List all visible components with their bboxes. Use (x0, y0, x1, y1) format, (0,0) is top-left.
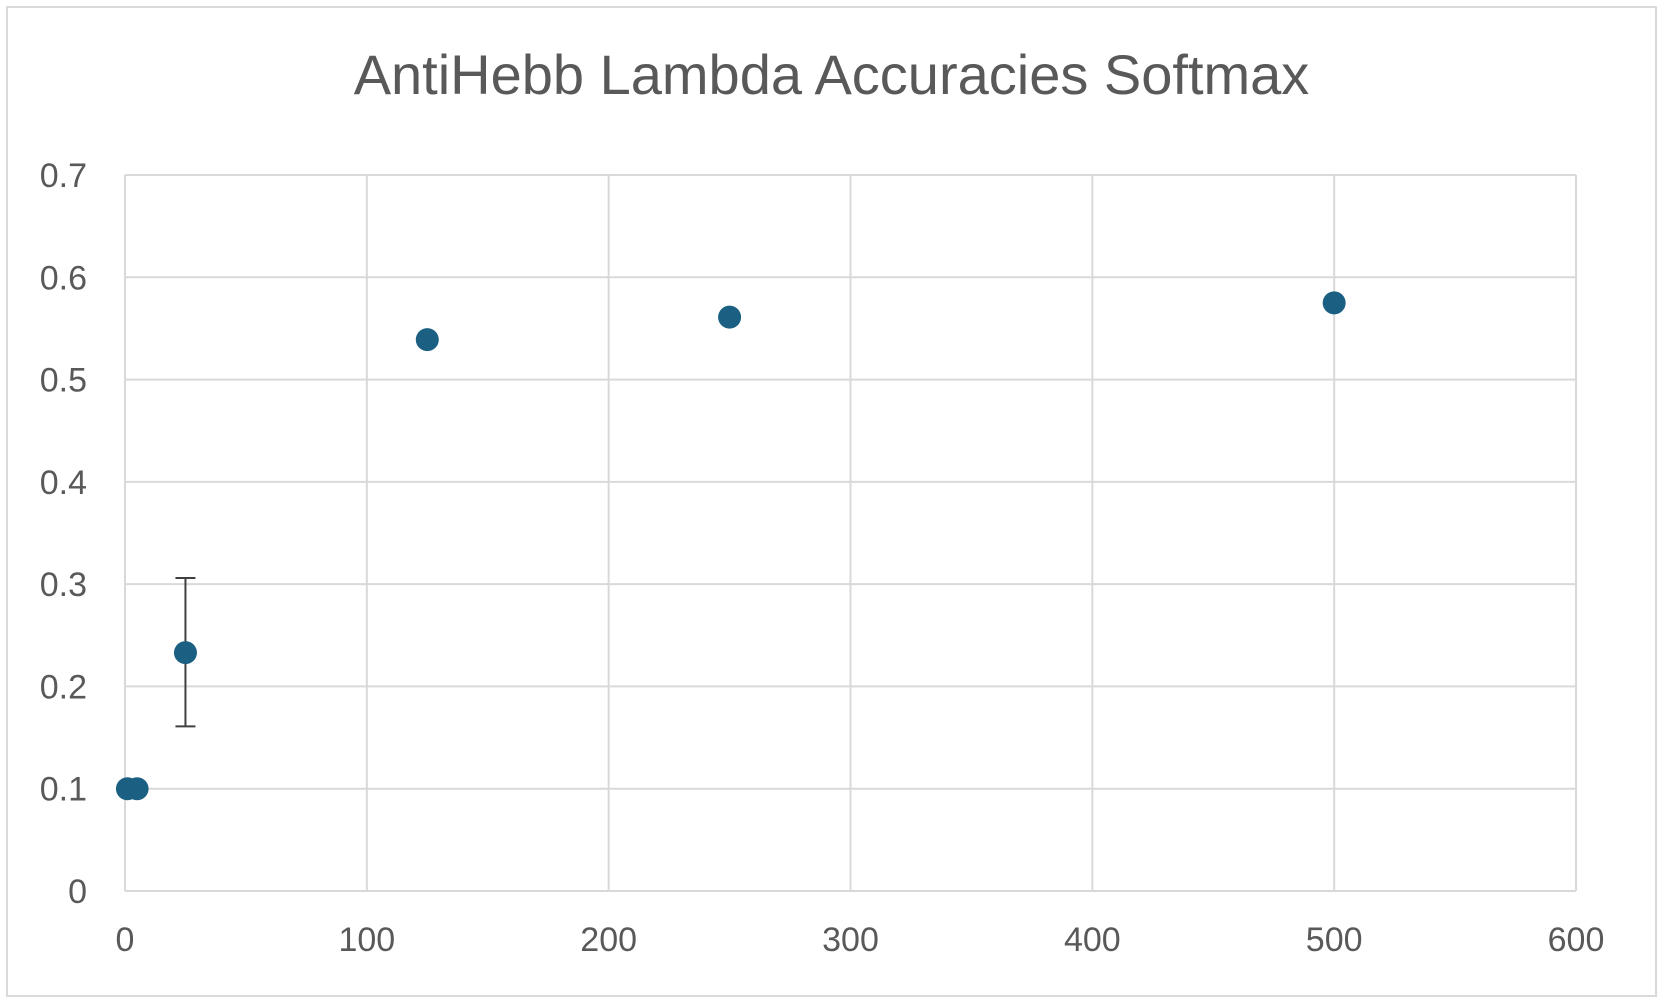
y-tick-label: 0.1 (40, 771, 87, 809)
y-tick-label: 0.2 (40, 668, 87, 706)
x-tick-label: 100 (338, 921, 395, 959)
x-tick-label: 400 (1064, 921, 1121, 959)
chart-frame (6, 6, 1657, 997)
y-tick-label: 0.4 (40, 464, 87, 502)
y-tick-label: 0.6 (40, 259, 87, 297)
axis-layer: 0 0.1 0.2 0.3 0.4 0.5 0.6 0.7 0 100 200 300 400 500 60… (40, 157, 1605, 959)
x-tick-label: 0 (116, 921, 135, 959)
y-tick-label: 0.3 (40, 566, 87, 604)
chart-title: AntiHebb Lambda Accuracies Softmax (353, 43, 1310, 106)
y-tick-label: 0.5 (40, 362, 87, 400)
data-point (1322, 291, 1346, 315)
data-point (718, 305, 742, 329)
x-tick-label: 600 (1548, 921, 1605, 959)
grid-layer (124, 174, 1577, 892)
y-tick-label: 0.7 (40, 157, 87, 195)
data-point (173, 641, 197, 665)
data-point (125, 777, 149, 801)
y-tick-label: 0 (68, 873, 87, 911)
x-tick-label: 500 (1306, 921, 1363, 959)
x-tick-label: 200 (580, 921, 637, 959)
data-point-layer (115, 291, 1346, 801)
data-point (415, 328, 439, 352)
x-tick-label: 300 (822, 921, 879, 959)
